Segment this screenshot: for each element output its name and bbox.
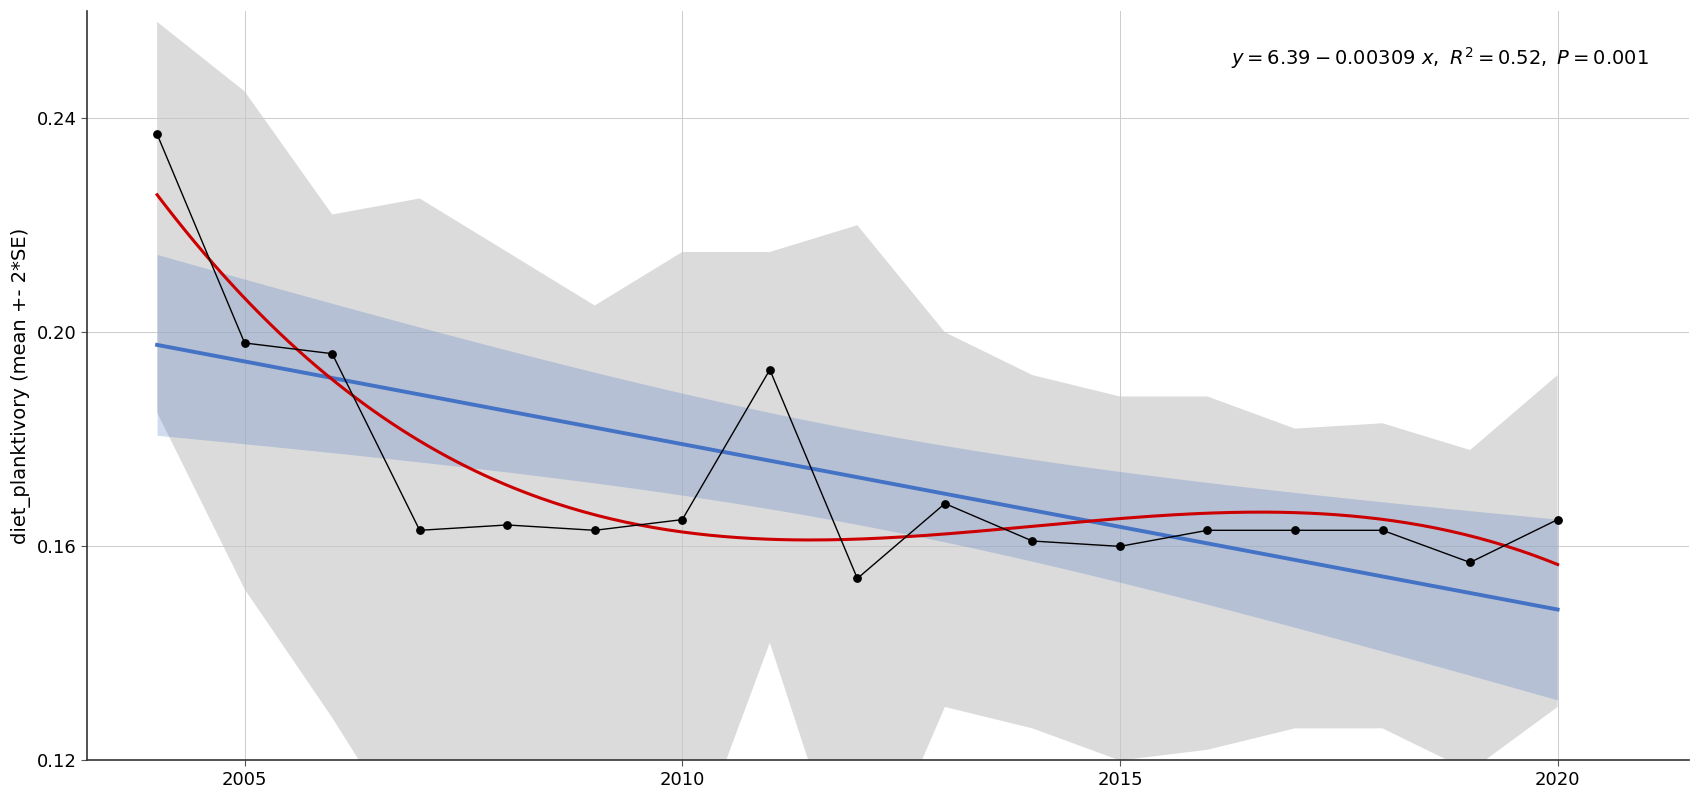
Point — [1018, 534, 1046, 547]
Point — [143, 128, 170, 141]
Point — [1193, 524, 1221, 537]
Point — [668, 514, 695, 526]
Point — [1282, 524, 1309, 537]
Point — [1544, 514, 1571, 526]
Point — [406, 524, 434, 537]
Y-axis label: diet_planktivory (mean +- 2*SE): diet_planktivory (mean +- 2*SE) — [12, 228, 31, 544]
Point — [581, 524, 609, 537]
Point — [1107, 540, 1134, 553]
Point — [493, 518, 520, 531]
Point — [1457, 556, 1484, 569]
Point — [231, 337, 258, 350]
Point — [1368, 524, 1396, 537]
Point — [756, 363, 784, 376]
Point — [318, 347, 345, 360]
Point — [932, 497, 959, 510]
Point — [843, 572, 870, 585]
Text: $y = 6.39 - 0.00309\ x,\ R^{2} = 0.52,\ P = 0.001$: $y = 6.39 - 0.00309\ x,\ R^{2} = 0.52,\ … — [1231, 45, 1649, 70]
